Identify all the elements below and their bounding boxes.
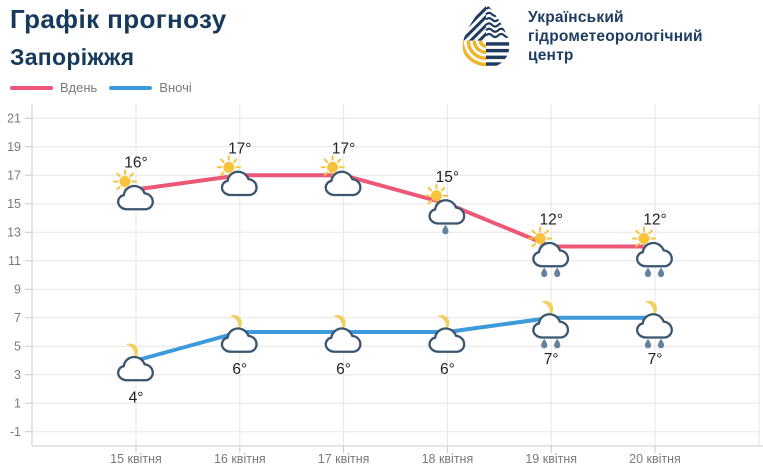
night-line-swatch bbox=[109, 85, 153, 90]
y-axis-label: 5 bbox=[14, 340, 21, 354]
sun-behind-cloud-icon bbox=[320, 155, 362, 197]
uhmc-drop-icon bbox=[462, 3, 510, 68]
sun-behind-cloud-rain-icon bbox=[528, 226, 570, 278]
sun-behind-cloud-light-rain-icon bbox=[424, 183, 466, 235]
day-temp-label: 12° bbox=[643, 212, 666, 229]
chart-legend: Вдень Вночі bbox=[10, 80, 192, 95]
rain-drop-icon bbox=[657, 267, 665, 278]
night-temp-label: 6° bbox=[232, 361, 247, 378]
legend-item-day[interactable]: Вдень bbox=[10, 80, 97, 95]
night-series-line bbox=[134, 315, 657, 363]
day-temp-label: 12° bbox=[539, 212, 562, 229]
sun-behind-cloud-icon bbox=[113, 169, 154, 211]
y-axis-label: 17 bbox=[7, 169, 21, 183]
rain-drop-icon bbox=[657, 338, 665, 349]
x-axis-label: 20 квітня bbox=[629, 452, 681, 466]
rain-drop-icon bbox=[541, 267, 548, 278]
night-temp-label: 4° bbox=[129, 390, 144, 407]
moon-behind-cloud-icon bbox=[220, 315, 258, 353]
uhmc-org-name-line3: центр bbox=[528, 47, 574, 64]
y-axis-label: -1 bbox=[10, 425, 21, 439]
y-axis-label: 13 bbox=[7, 226, 21, 240]
rain-drop-icon bbox=[644, 267, 652, 278]
moon-behind-cloud-rain-icon bbox=[532, 300, 570, 349]
y-axis-label: 11 bbox=[8, 254, 21, 268]
night-temp-label: 7° bbox=[544, 351, 559, 368]
night-temp-label: 6° bbox=[440, 361, 455, 378]
rain-drop-icon bbox=[644, 338, 652, 349]
day-temp-label: 17° bbox=[228, 140, 251, 157]
day-temp-label: 16° bbox=[124, 155, 147, 172]
x-axis-label: 16 квітня bbox=[214, 452, 266, 466]
rain-drop-icon bbox=[442, 224, 449, 235]
uhmc-org-name-line1: Український bbox=[528, 9, 624, 26]
rain-drop-icon bbox=[541, 338, 548, 349]
x-axis-label: 18 квітня bbox=[422, 452, 474, 466]
uhmc-logo: Український гідрометеорологічний центр bbox=[455, 2, 703, 69]
rain-drop-icon bbox=[554, 267, 561, 278]
moon-behind-cloud-icon bbox=[324, 315, 362, 353]
forecast-chart: 21 19 17 15 13 11 9 7 5 3 1 -1 15 квітня 16 квітня 17 … bbox=[7, 104, 763, 466]
night-temp-label: 7° bbox=[648, 351, 663, 368]
x-axis-label: 17 квітня bbox=[318, 452, 370, 466]
y-axis-label: 9 bbox=[14, 283, 21, 297]
page-subtitle: Запоріжжя bbox=[10, 44, 135, 70]
y-axis-label: 21 bbox=[7, 112, 21, 126]
legend-item-night[interactable]: Вночі bbox=[109, 80, 192, 95]
moon-behind-cloud-rain-icon bbox=[636, 300, 673, 349]
rain-drop-icon bbox=[554, 338, 561, 349]
day-temp-label: 17° bbox=[332, 140, 355, 157]
day-series-line bbox=[134, 173, 657, 249]
page-title: Графік прогнозу bbox=[10, 4, 227, 34]
day-line-swatch bbox=[10, 85, 53, 90]
sun-behind-cloud-icon bbox=[216, 155, 258, 197]
y-axis-label: 19 bbox=[7, 140, 21, 154]
x-axis-label: 15 квітня bbox=[110, 452, 162, 466]
night-temp-label: 6° bbox=[336, 361, 351, 378]
legend-label-day: Вдень bbox=[60, 80, 98, 95]
moon-behind-cloud-icon bbox=[428, 315, 466, 353]
y-axis-label: 1 bbox=[14, 397, 21, 411]
y-axis-label: 7 bbox=[14, 311, 21, 325]
legend-label-night: Вночі bbox=[159, 80, 192, 95]
sun-behind-cloud-rain-icon bbox=[632, 226, 673, 278]
y-axis-label: 15 bbox=[7, 197, 21, 211]
y-axis-label: 3 bbox=[14, 368, 21, 382]
uhmc-org-name: Український гідрометеорологічний центр bbox=[528, 2, 703, 65]
x-axis-label: 19 квітня bbox=[525, 452, 577, 466]
day-temp-label: 15° bbox=[436, 169, 459, 186]
moon-behind-cloud-icon bbox=[117, 343, 154, 382]
uhmc-org-name-line2: гідрометеорологічний bbox=[528, 28, 703, 45]
